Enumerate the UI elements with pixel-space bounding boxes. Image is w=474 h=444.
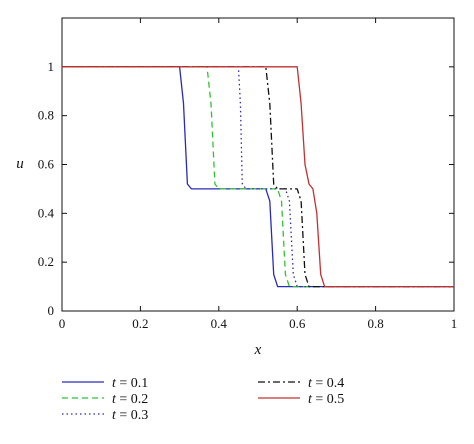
legend-label-5: t = 0.5: [308, 392, 344, 407]
legend-value: = 0.1: [116, 376, 148, 391]
legend-label-2: t = 0.2: [112, 392, 148, 407]
legend-variable: t: [112, 392, 117, 407]
series-line-2: [62, 66, 454, 288]
y-tick-label: 0.4: [38, 205, 55, 220]
legend-variable: t: [308, 376, 313, 391]
y-tick-label: 0.8: [38, 108, 54, 123]
y-axis-title: u: [16, 156, 24, 172]
x-tick-label: 0: [59, 316, 66, 331]
legend: t = 0.1t = 0.2t = 0.3t = 0.4t = 0.5: [62, 376, 344, 423]
y-tick-label: 1: [48, 59, 55, 74]
series-line-5: [62, 66, 454, 288]
legend-value: = 0.2: [116, 392, 148, 407]
legend-variable: t: [112, 376, 117, 391]
y-tick-label: 0.6: [38, 157, 55, 172]
series-line-4: [62, 66, 454, 288]
y-tick-label: 0: [48, 303, 55, 318]
legend-label-4: t = 0.4: [308, 376, 344, 391]
x-tick-label: 0.6: [289, 316, 306, 331]
legend-value: = 0.5: [312, 392, 344, 407]
y-tick-label: 0.2: [38, 254, 54, 269]
plot-frame: [61, 17, 455, 312]
series-lines: [62, 66, 454, 288]
x-axis-title: x: [254, 342, 262, 358]
series-line-1: [62, 66, 454, 288]
legend-variable: t: [308, 392, 313, 407]
axis-ticks: 0 0.2 0.4 0.6 0.8 1 0 0.2 0.4 0.6 0.8 1: [38, 18, 458, 331]
legend-value: = 0.4: [312, 376, 344, 391]
series-line-3: [62, 66, 454, 288]
x-tick-label: 1: [451, 316, 458, 331]
x-tick-label: 0.4: [211, 316, 228, 331]
x-tick-label: 0.8: [367, 316, 383, 331]
legend-variable: t: [112, 408, 117, 423]
legend-value: = 0.3: [116, 408, 148, 423]
x-tick-label: 0.2: [132, 316, 148, 331]
legend-label-3: t = 0.3: [112, 408, 148, 423]
legend-label-1: t = 0.1: [112, 376, 148, 391]
